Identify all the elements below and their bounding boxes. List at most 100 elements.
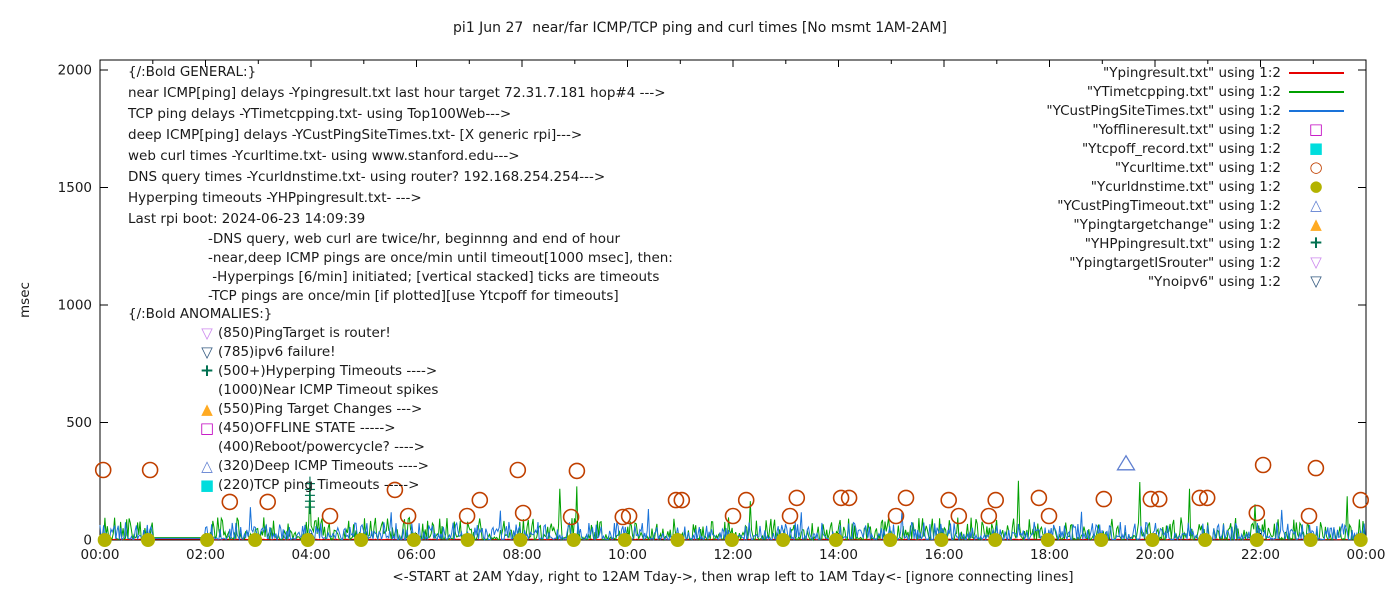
legend-item: "YpingtargetISrouter" using 1:2 ▽ bbox=[1046, 253, 1345, 272]
legend-item: "Ypingtargetchange" using 1:2 ▲ bbox=[1046, 215, 1345, 234]
general-notes-block: {/:Bold GENERAL:} near ICMP[ping] delays … bbox=[128, 62, 666, 230]
line-icon bbox=[1287, 90, 1345, 93]
general-note-line: Hyperping timeouts -YHPpingresult.txt- -… bbox=[128, 190, 422, 206]
legend-item: "YCustPingTimeout.txt" using 1:2 △ bbox=[1046, 196, 1345, 215]
legend-label: "YHPpingresult.txt" using 1:2 bbox=[1084, 235, 1281, 252]
measurement-note-line: -TCP pings are once/min [if plotted][use… bbox=[208, 288, 619, 304]
open-triangle-up-icon: △ bbox=[1310, 196, 1322, 214]
open-circle-icon: ○ bbox=[1309, 158, 1323, 176]
svg-text:14:00: 14:00 bbox=[819, 547, 858, 563]
svg-text:18:00: 18:00 bbox=[1030, 547, 1069, 563]
legend: "Ypingresult.txt" using 1:2 "YTimetcpping… bbox=[1046, 63, 1345, 291]
anomaly-text: (850)PingTarget is router! bbox=[218, 325, 391, 341]
general-note-line: near ICMP[ping] delays -Ypingresult.txt … bbox=[128, 85, 666, 101]
open-triangle-up-icon: △ bbox=[201, 457, 213, 475]
legend-item: "Ytcpoff_record.txt" using 1:2 ■ bbox=[1046, 139, 1345, 158]
open-triangle-down-icon: ▽ bbox=[201, 324, 213, 342]
svg-text:00:00: 00:00 bbox=[1347, 547, 1386, 563]
svg-text:10:00: 10:00 bbox=[608, 547, 647, 563]
legend-item: "Yofflineresult.txt" using 1:2 □ bbox=[1046, 120, 1345, 139]
anomaly-row: (400)Reboot/powercycle? ----> bbox=[128, 438, 438, 457]
legend-item: "YTimetcpping.txt" using 1:2 bbox=[1046, 82, 1345, 101]
filled-square-icon: ■ bbox=[1308, 139, 1324, 157]
legend-label: "Ypingresult.txt" using 1:2 bbox=[1103, 64, 1281, 81]
anomaly-text: (220)TCP ping Timeouts -----> bbox=[218, 477, 420, 493]
y-axis-label: msec bbox=[17, 282, 33, 318]
legend-label: "Ycurldnstime.txt" using 1:2 bbox=[1090, 178, 1281, 195]
line-icon bbox=[1287, 71, 1345, 74]
general-note-line: deep ICMP[ping] delays -YCustPingSiteTim… bbox=[128, 127, 583, 143]
svg-text:12:00: 12:00 bbox=[714, 547, 753, 563]
svg-text:20:00: 20:00 bbox=[1136, 547, 1175, 563]
anomaly-row: □ (450)OFFLINE STATE -----> bbox=[128, 419, 438, 438]
legend-item: "Ypingresult.txt" using 1:2 bbox=[1046, 63, 1345, 82]
anomaly-row: + (500+)Hyperping Timeouts ----> bbox=[128, 362, 438, 381]
filled-square-icon: ■ bbox=[199, 476, 215, 494]
svg-text:500: 500 bbox=[66, 415, 92, 431]
open-triangle-down-icon: ▽ bbox=[1310, 272, 1322, 290]
anomalies-block: {/:Bold ANOMALIES:} ▽ (850)PingTarget is … bbox=[128, 305, 438, 495]
anomaly-row: ▲ (550)Ping Target Changes ---> bbox=[128, 400, 438, 419]
legend-label: "YpingtargetISrouter" using 1:2 bbox=[1069, 254, 1281, 271]
filled-circle-icon: ● bbox=[1309, 177, 1323, 195]
legend-item: "Ycurltime.txt" using 1:2 ○ bbox=[1046, 158, 1345, 177]
measurement-note-line: -Hyperpings [6/min] initiated; [vertical… bbox=[208, 269, 660, 285]
svg-text:00:00: 00:00 bbox=[81, 547, 120, 563]
legend-item: "YHPpingresult.txt" using 1:2 + bbox=[1046, 234, 1345, 253]
anomaly-text: (400)Reboot/powercycle? ----> bbox=[218, 439, 425, 455]
legend-label: "Ytcpoff_record.txt" using 1:2 bbox=[1081, 140, 1281, 157]
legend-label: "Ypingtargetchange" using 1:2 bbox=[1073, 216, 1281, 233]
anomaly-text: (500+)Hyperping Timeouts ----> bbox=[218, 363, 438, 379]
anomaly-row: ▽ (785)ipv6 failure! bbox=[128, 343, 438, 362]
svg-text:0: 0 bbox=[83, 533, 92, 549]
svg-text:16:00: 16:00 bbox=[925, 547, 964, 563]
open-square-icon: □ bbox=[199, 419, 215, 437]
general-note-line: web curl times -Ycurltime.txt- using www… bbox=[128, 148, 520, 164]
anomaly-row: ■ (220)TCP ping Timeouts -----> bbox=[128, 476, 438, 495]
measurement-note-line: -near,deep ICMP pings are once/min until… bbox=[208, 250, 673, 266]
anomaly-row: △ (320)Deep ICMP Timeouts ----> bbox=[128, 457, 438, 476]
svg-text:02:00: 02:00 bbox=[186, 547, 225, 563]
open-triangle-down-icon: ▽ bbox=[201, 343, 213, 361]
legend-label: "Yofflineresult.txt" using 1:2 bbox=[1092, 121, 1281, 138]
svg-text:22:00: 22:00 bbox=[1241, 547, 1280, 563]
open-triangle-down-icon: ▽ bbox=[1310, 253, 1322, 271]
legend-item: "YCustPingSiteTimes.txt" using 1:2 bbox=[1046, 101, 1345, 120]
filled-triangle-up-icon: ▲ bbox=[201, 400, 213, 418]
svg-text:06:00: 06:00 bbox=[397, 547, 436, 563]
x-axis-label: <-START at 2AM Yday, right to 12AM Tday-… bbox=[392, 569, 1074, 585]
line-icon bbox=[1287, 109, 1345, 112]
legend-label: "YTimetcpping.txt" using 1:2 bbox=[1086, 83, 1281, 100]
measurement-note-line: -DNS query, web curl are twice/hr, begin… bbox=[208, 231, 621, 247]
general-note-line: {/:Bold GENERAL:} bbox=[128, 64, 257, 80]
svg-text:1000: 1000 bbox=[58, 298, 92, 314]
anomaly-text: (450)OFFLINE STATE -----> bbox=[218, 420, 396, 436]
anomaly-text: (550)Ping Target Changes ---> bbox=[218, 401, 423, 417]
legend-item: "Ynoipv6" using 1:2 ▽ bbox=[1046, 272, 1345, 291]
general-note-line: Last rpi boot: 2024-06-23 14:09:39 bbox=[128, 211, 366, 227]
plus-icon: + bbox=[1308, 233, 1324, 253]
legend-label: "YCustPingSiteTimes.txt" using 1:2 bbox=[1046, 102, 1281, 119]
chart-title: pi1 Jun 27 near/far ICMP/TCP ping and cu… bbox=[453, 20, 947, 36]
anomaly-text: (1000)Near ICMP Timeout spikes bbox=[218, 382, 439, 398]
anomalies-header: {/:Bold ANOMALIES:} bbox=[128, 306, 273, 322]
anomaly-row: (1000)Near ICMP Timeout spikes bbox=[128, 381, 438, 400]
general-note-line: TCP ping delays -YTimetcpping.txt- using… bbox=[128, 106, 512, 122]
plus-icon: + bbox=[199, 361, 215, 381]
svg-text:08:00: 08:00 bbox=[503, 547, 542, 563]
general-note-line: DNS query times -Ycurldnstime.txt- using… bbox=[128, 169, 606, 185]
svg-text:1500: 1500 bbox=[58, 180, 92, 196]
svg-text:2000: 2000 bbox=[58, 63, 92, 79]
filled-triangle-up-icon: ▲ bbox=[1310, 215, 1322, 233]
legend-label: "Ycurltime.txt" using 1:2 bbox=[1114, 159, 1281, 176]
anomaly-row: ▽ (850)PingTarget is router! bbox=[128, 324, 438, 343]
legend-label: "YCustPingTimeout.txt" using 1:2 bbox=[1057, 197, 1281, 214]
open-square-icon: □ bbox=[1308, 120, 1324, 138]
legend-item: "Ycurldnstime.txt" using 1:2 ● bbox=[1046, 177, 1345, 196]
legend-label: "Ynoipv6" using 1:2 bbox=[1147, 273, 1281, 290]
anomaly-text: (320)Deep ICMP Timeouts ----> bbox=[218, 458, 429, 474]
anomalies-list: ▽ (850)PingTarget is router! ▽ (785)ipv6 fa… bbox=[128, 324, 439, 495]
measurement-notes-block: -DNS query, web curl are twice/hr, begin… bbox=[208, 230, 673, 306]
